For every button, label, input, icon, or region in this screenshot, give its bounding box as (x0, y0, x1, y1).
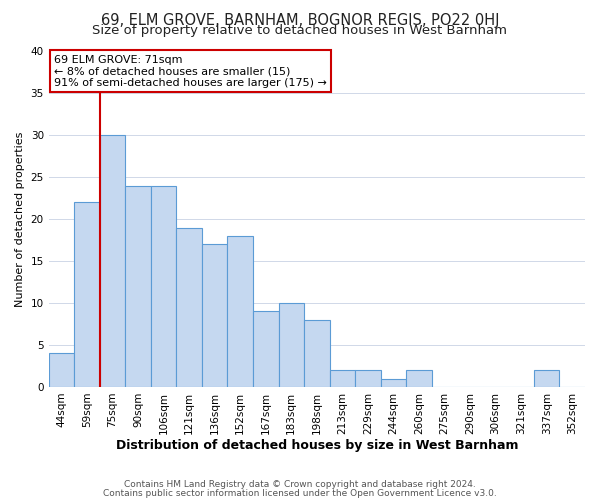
Bar (202, 244, 227, 387)
Text: Size of property relative to detached houses in West Barnham: Size of property relative to detached ho… (92, 24, 508, 37)
Bar (74, 202, 100, 387)
Text: 69, ELM GROVE, BARNHAM, BOGNOR REGIS, PO22 0HJ: 69, ELM GROVE, BARNHAM, BOGNOR REGIS, PO… (101, 12, 499, 28)
Bar (253, 312, 278, 387)
Bar (176, 228, 202, 387)
Bar (49, 354, 74, 387)
Text: Contains HM Land Registry data © Crown copyright and database right 2024.: Contains HM Land Registry data © Crown c… (124, 480, 476, 489)
Bar (227, 236, 253, 387)
Bar (534, 370, 559, 387)
Bar (125, 186, 151, 387)
Text: 69 ELM GROVE: 71sqm
← 8% of detached houses are smaller (15)
91% of semi-detache: 69 ELM GROVE: 71sqm ← 8% of detached hou… (54, 55, 327, 88)
Bar (151, 186, 176, 387)
Bar (329, 370, 355, 387)
Bar (355, 370, 380, 387)
Bar (278, 303, 304, 387)
Y-axis label: Number of detached properties: Number of detached properties (15, 132, 25, 307)
Bar (100, 136, 125, 387)
Bar (380, 378, 406, 387)
X-axis label: Distribution of detached houses by size in West Barnham: Distribution of detached houses by size … (116, 440, 518, 452)
Bar (406, 370, 432, 387)
Text: Contains public sector information licensed under the Open Government Licence v3: Contains public sector information licen… (103, 488, 497, 498)
Bar (304, 320, 329, 387)
